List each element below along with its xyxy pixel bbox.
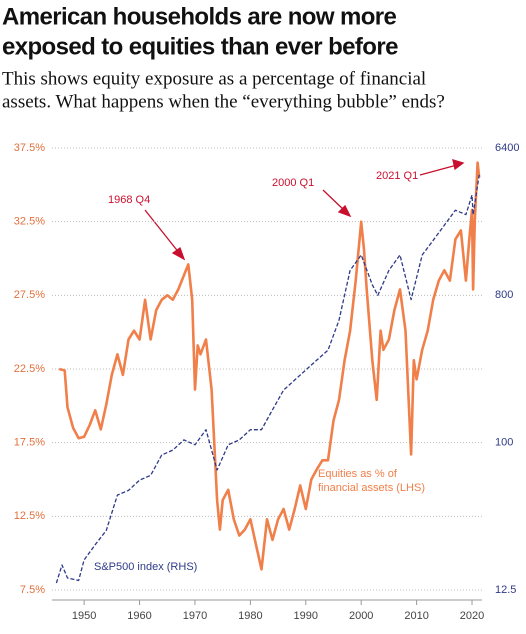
subtitle: This shows equity exposure as a percenta… [2, 68, 426, 89]
series-line [58, 161, 481, 571]
arrows [144, 159, 465, 261]
series-line [55, 174, 480, 584]
y-tick-label: 27.5% [14, 289, 45, 301]
x-tick-label: 2000 [349, 610, 373, 622]
y-tick-label: 22.5% [14, 363, 45, 375]
x-tick-label: 2010 [404, 610, 428, 622]
chart-title: American households are now more [2, 3, 396, 30]
y2-tick-label: 800 [495, 289, 513, 301]
x-tick-label: 1960 [127, 610, 151, 622]
annotation: 2021 Q1 [376, 170, 418, 182]
annotation: 1968 Q4 [108, 194, 150, 206]
subtitle: assets. What happens when the “everythin… [2, 91, 445, 112]
y-tick-label: 7.5% [20, 584, 45, 596]
chart-title: exposed to equities than ever before [2, 33, 398, 60]
y2-tick-label: 100 [495, 437, 513, 449]
y2-tick-label: 12.5 [495, 584, 516, 596]
y2-tick-label: 6400 [495, 142, 519, 154]
x-tick-label: 1980 [238, 610, 262, 622]
x-tick-label: 2020 [460, 610, 484, 622]
y-tick-label: 37.5% [14, 142, 45, 154]
x-tick-label: 1970 [183, 610, 207, 622]
y-tick-label: 17.5% [14, 437, 45, 449]
y-tick-label: 32.5% [14, 216, 45, 228]
legend-label: financial assets (LHS) [318, 482, 425, 494]
x-tick-label: 1950 [72, 610, 96, 622]
x-tick-label: 1990 [294, 610, 318, 622]
legend-label: Equities as % of [318, 468, 398, 480]
y-tick-label: 12.5% [14, 510, 45, 522]
annotation: 2000 Q1 [272, 177, 314, 189]
legend-label: S&P500 index (RHS) [94, 561, 197, 573]
